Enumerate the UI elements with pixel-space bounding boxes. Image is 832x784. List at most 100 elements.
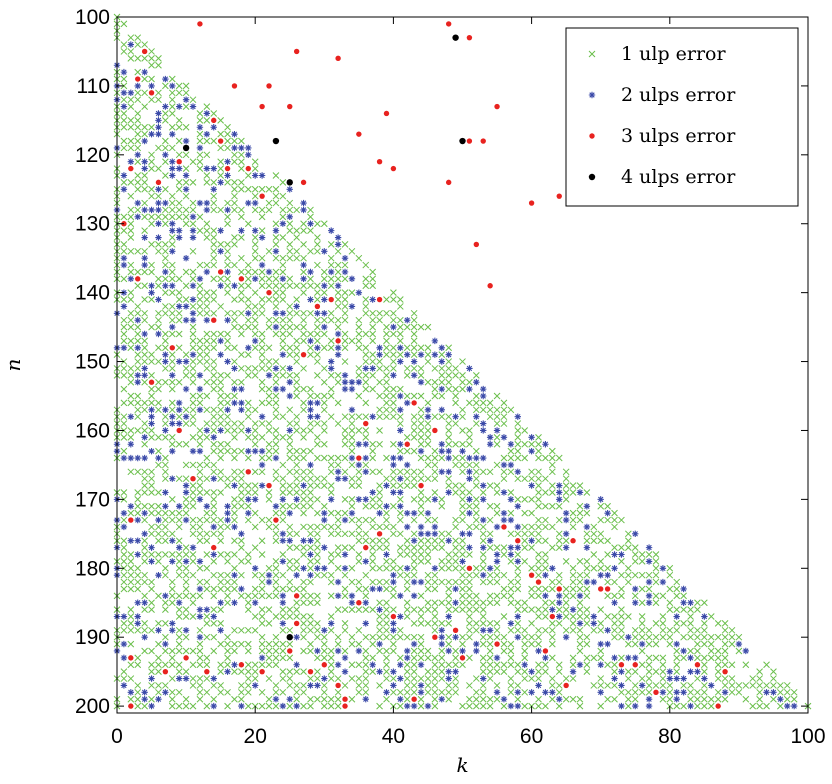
point-1-ulp [376, 392, 383, 400]
point-1-ulp [162, 599, 169, 607]
point-1-ulp [376, 406, 383, 414]
point-1-ulp [238, 151, 245, 159]
point-1-ulp [542, 585, 549, 593]
point-1-ulp [431, 385, 439, 393]
point-1-ulp [155, 358, 162, 365]
point-1-ulp [327, 668, 335, 676]
point-1-ulp [341, 620, 349, 627]
point-1-ulp [210, 261, 218, 269]
point-1-ulp [251, 468, 259, 476]
point-1-ulp [279, 668, 287, 676]
point-1-ulp [590, 523, 598, 531]
point-1-ulp [120, 620, 128, 627]
point-1-ulp [652, 668, 660, 676]
point-1-ulp [472, 392, 480, 400]
point-2-ulps [182, 489, 190, 496]
point-1-ulp [376, 578, 383, 586]
point-1-ulp [486, 661, 494, 669]
point-1-ulp [203, 420, 211, 427]
point-2-ulps [127, 413, 135, 420]
point-1-ulp [279, 571, 287, 579]
point-1-ulp [231, 434, 238, 441]
point-1-ulp [514, 626, 522, 634]
point-1-ulp [438, 413, 446, 421]
y-tick-label: 190 [75, 626, 110, 649]
point-1-ulp [238, 378, 245, 386]
point-1-ulp [224, 633, 231, 641]
point-1-ulp [652, 599, 660, 607]
point-1-ulp [424, 682, 432, 689]
point-1-ulp [251, 661, 259, 669]
x-tick-label: 20 [244, 725, 267, 748]
point-2-ulps [500, 489, 508, 496]
point-1-ulp [293, 447, 301, 455]
point-1-ulp [148, 695, 155, 703]
point-1-ulp [493, 502, 501, 510]
point-1-ulp [244, 516, 252, 524]
point-1-ulp [410, 551, 418, 558]
point-2-ulps [397, 406, 404, 413]
point-1-ulp [196, 296, 204, 303]
point-1-ulp [424, 440, 432, 448]
point-1-ulp [721, 640, 729, 648]
point-1-ulp [210, 192, 218, 200]
point-1-ulp [231, 392, 238, 400]
point-1-ulp [217, 516, 225, 524]
point-1-ulp [293, 461, 301, 469]
point-1-ulp [182, 578, 190, 586]
point-1-ulp [348, 606, 356, 613]
point-1-ulp [396, 571, 404, 579]
point-1-ulp [300, 544, 307, 551]
point-1-ulp [258, 282, 266, 290]
point-1-ulp [251, 254, 259, 262]
point-1-ulp [638, 626, 646, 634]
point-2-ulps [438, 640, 445, 648]
point-3-ulps [715, 703, 721, 709]
point-1-ulp [466, 702, 473, 710]
point-1-ulp [362, 571, 370, 579]
point-1-ulp [624, 695, 632, 703]
point-1-ulp [203, 344, 211, 352]
point-1-ulp [562, 475, 570, 483]
point-1-ulp [383, 606, 390, 613]
point-1-ulp [162, 434, 169, 441]
point-1-ulp [721, 620, 729, 627]
point-2-ulps [238, 585, 245, 593]
point-2-ulps [431, 337, 439, 345]
point-1-ulp [134, 654, 142, 662]
point-1-ulp [244, 702, 252, 710]
point-1-ulp [265, 247, 273, 255]
point-2-ulps [452, 633, 459, 641]
point-3-ulps [128, 165, 134, 172]
point-1-ulp [127, 289, 135, 296]
point-2-ulps [217, 599, 224, 606]
point-1-ulp [452, 578, 459, 586]
point-1-ulp [251, 241, 259, 248]
point-1-ulp [286, 606, 294, 613]
point-3-ulps [335, 55, 341, 62]
point-2-ulps [175, 358, 183, 365]
point-1-ulp [624, 668, 632, 676]
point-1-ulp [431, 578, 439, 586]
point-1-ulp [203, 578, 211, 586]
point-1-ulp [217, 385, 225, 393]
point-2-ulps [556, 592, 563, 600]
point-2-ulps [369, 365, 376, 372]
point-1-ulp [258, 468, 266, 476]
point-1-ulp [127, 675, 135, 682]
point-1-ulp [196, 647, 204, 655]
point-1-ulp [652, 571, 660, 579]
point-1-ulp [431, 475, 439, 483]
point-1-ulp [320, 654, 328, 662]
point-1-ulp [362, 434, 370, 441]
point-1-ulp [272, 537, 280, 545]
point-1-ulp [652, 633, 660, 641]
point-2-ulps [535, 647, 542, 655]
point-2-ulps [528, 434, 535, 441]
legend-marker [588, 173, 596, 181]
point-1-ulp [224, 578, 231, 586]
point-2-ulps [182, 358, 190, 365]
point-2-ulps [196, 372, 204, 379]
point-2-ulps [175, 399, 183, 407]
point-1-ulp [459, 413, 466, 421]
